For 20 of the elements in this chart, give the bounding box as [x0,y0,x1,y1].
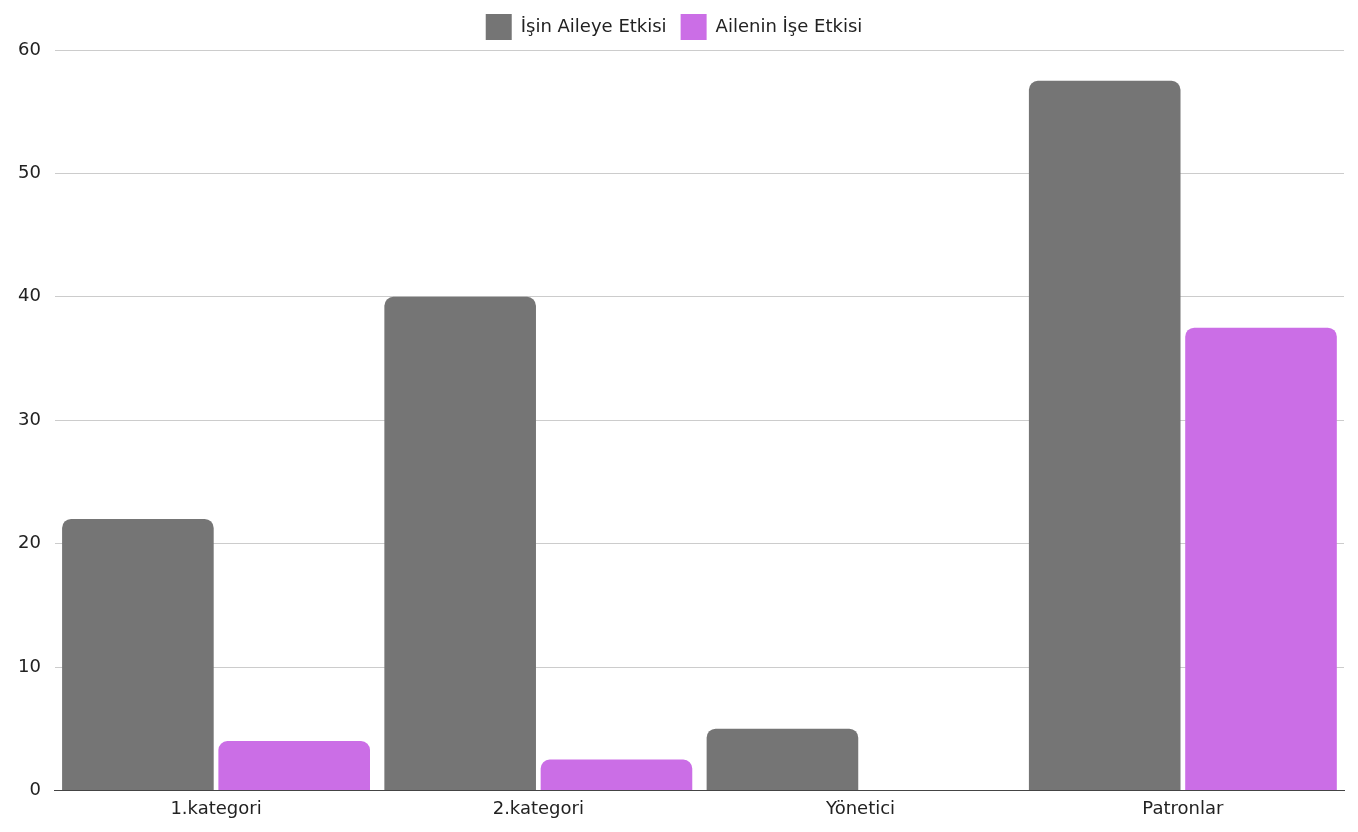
bar [706,728,859,790]
y-tick-label: 60 [18,37,41,59]
legend-label: Ailenin İşe Etkisi [715,14,863,36]
bar [1028,80,1181,790]
x-tick-label: 1.kategori [170,796,262,818]
y-tick-label: 20 [18,531,41,553]
x-tick-label: Yönetici [825,796,896,818]
y-tick-label: 50 [18,161,41,183]
bar [1185,327,1337,790]
bar [62,518,214,790]
x-tick-label: 2.kategori [492,796,584,818]
y-tick-label: 30 [18,407,41,429]
x-tick-label: Patronlar [1142,796,1224,818]
legend-label: İşin Aileye Etkisi [520,14,667,36]
y-tick-label: 40 [18,284,41,306]
y-tick-label: 10 [18,654,41,676]
y-tick-label: 0 [29,778,41,800]
bar [540,759,693,790]
bar [384,296,536,790]
bar [218,741,370,790]
